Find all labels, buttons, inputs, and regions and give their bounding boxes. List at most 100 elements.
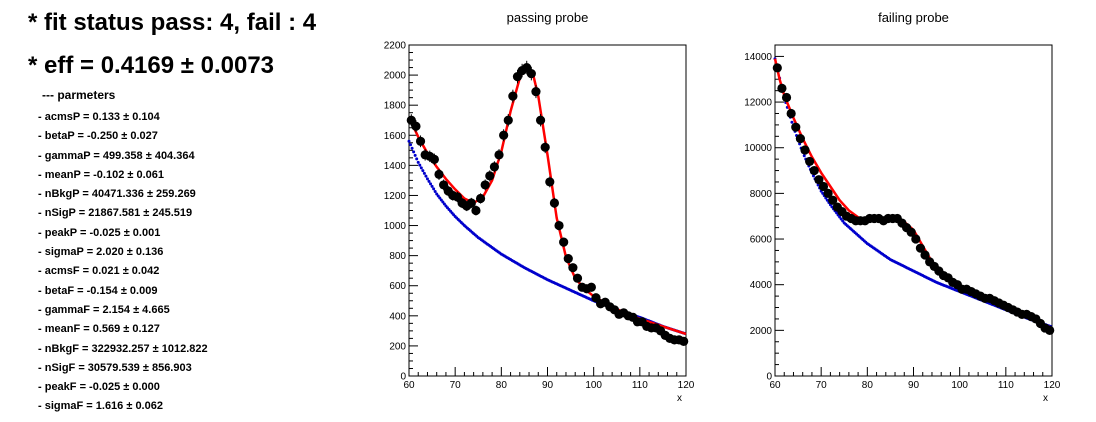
y-tick-label: 12000 — [744, 98, 772, 109]
data-point — [485, 171, 495, 181]
x-tick-label: 90 — [908, 380, 920, 391]
background-curve-point — [415, 157, 419, 161]
background-curve-point — [433, 189, 437, 193]
x-tick-label: 70 — [816, 380, 828, 391]
data-point — [494, 150, 504, 160]
background-curve-point — [412, 150, 416, 154]
y-tick-label: 0 — [400, 372, 406, 383]
y-tick-label: 1200 — [384, 191, 407, 202]
fit-curve — [773, 58, 1053, 330]
data-point — [415, 136, 426, 146]
data-point — [777, 83, 787, 93]
background-curve-point — [838, 215, 842, 219]
data-point — [526, 68, 536, 79]
parameter-item: - nSigP = 21867.581 ± 245.519 — [38, 207, 193, 220]
data-point — [781, 92, 792, 103]
background-curve-point — [841, 219, 845, 223]
data-point — [563, 254, 573, 264]
data-point — [540, 142, 550, 152]
parameter-item: - betaF = -0.154 ± 0.009 — [38, 284, 158, 297]
background-curve-point — [416, 160, 420, 164]
data-point — [554, 220, 564, 231]
parameters-heading: --- parmeters — [42, 88, 116, 102]
data-point — [466, 198, 476, 208]
data-point — [508, 91, 518, 101]
parameter-item: - nSigF = 30579.539 ± 856.903 — [38, 361, 192, 374]
data-point — [471, 205, 481, 216]
x-tick-label: 120 — [678, 380, 695, 391]
y-tick-label: 200 — [389, 341, 406, 352]
y-tick-label: 800 — [389, 251, 406, 262]
x-tick-label: 80 — [496, 380, 508, 391]
background-curve-point — [839, 217, 843, 221]
data-point — [499, 130, 509, 140]
x-tick-label: 80 — [862, 380, 874, 391]
data-point — [915, 243, 926, 253]
background-curve-point — [830, 205, 834, 209]
data-point — [814, 175, 824, 185]
y-tick-label: 10000 — [744, 143, 772, 154]
background-curve-point — [422, 171, 426, 175]
x-tick-label: 70 — [450, 380, 462, 391]
fit-status-title: * fit status pass: 4, fail : 4 — [28, 9, 317, 36]
parameter-item: - peakP = -0.025 ± 0.001 — [38, 226, 161, 239]
x-axis-label: x — [677, 393, 682, 404]
background-curve-point — [430, 184, 434, 188]
background-curve-point — [790, 120, 794, 124]
parameter-item: - sigmaF = 1.616 ± 0.062 — [38, 400, 163, 413]
chart-title: failing probe — [878, 10, 949, 25]
background-curve-point — [410, 146, 414, 150]
data-point — [809, 165, 819, 176]
data-point — [679, 336, 689, 346]
chart-title: passing probe — [507, 10, 589, 25]
data-point — [1045, 325, 1055, 335]
data-point — [586, 282, 596, 292]
y-tick-label: 1800 — [384, 101, 407, 112]
data-point — [823, 188, 833, 198]
x-tick-label: 100 — [585, 380, 602, 391]
x-tick-label: 110 — [632, 380, 648, 391]
parameter-item: - nBkgP = 40471.336 ± 259.269 — [38, 188, 196, 201]
data-point — [489, 162, 500, 172]
background-curve-point — [413, 153, 417, 157]
background-curve-point — [407, 139, 411, 143]
background-curve-point — [419, 166, 423, 170]
data-point — [535, 115, 546, 125]
background-curve-point — [418, 163, 422, 167]
data-point — [572, 273, 583, 283]
parameter-item: - acmsP = 0.133 ± 0.104 — [38, 111, 160, 123]
parameter-item: - gammaF = 2.154 ± 4.665 — [38, 303, 170, 316]
y-tick-label: 14000 — [744, 52, 772, 63]
x-tick-label: 60 — [403, 380, 415, 391]
background-curve-point — [429, 182, 433, 186]
parameter-item: - gammaP = 499.358 ± 404.364 — [38, 149, 195, 162]
data-point — [531, 87, 541, 97]
data-point — [920, 250, 930, 260]
data-point — [411, 121, 421, 131]
plot-frame — [774, 44, 1053, 377]
background-curve-point — [427, 179, 431, 183]
y-tick-label: 2200 — [384, 41, 407, 52]
data-point — [772, 63, 782, 73]
y-tick-label: 0 — [766, 372, 772, 383]
data-point — [791, 122, 801, 132]
data-point — [906, 227, 916, 237]
y-tick-label: 2000 — [384, 71, 407, 82]
background-curve-point — [802, 154, 806, 158]
parameter-item: - meanF = 0.569 ± 0.127 — [38, 323, 160, 336]
background-curve-point — [821, 191, 825, 195]
data-point — [429, 154, 439, 164]
parameter-item: - meanP = -0.102 ± 0.061 — [38, 168, 164, 181]
background-curve-point — [424, 174, 428, 178]
y-tick-label: 4000 — [750, 280, 773, 291]
x-tick-label: 120 — [1044, 380, 1061, 391]
x-axis-label: x — [1043, 393, 1048, 404]
y-tick-label: 400 — [389, 311, 406, 322]
data-point — [480, 180, 490, 190]
data-point — [911, 234, 921, 244]
parameter-item: - sigmaP = 2.020 ± 0.136 — [38, 246, 164, 259]
background-curve-point — [825, 198, 829, 202]
data-point — [795, 133, 805, 144]
